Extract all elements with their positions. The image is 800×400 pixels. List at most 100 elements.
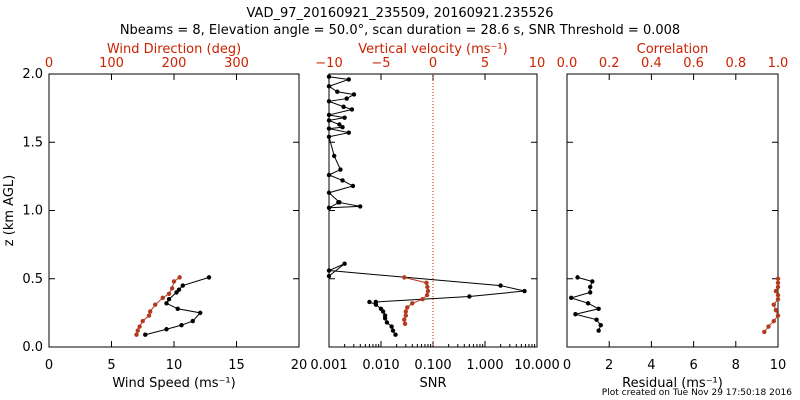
data-point [402, 275, 407, 280]
data-point [773, 288, 779, 294]
data-point [340, 125, 345, 130]
x2-tick-label: 1.0 [768, 56, 789, 71]
data-point [775, 292, 781, 298]
data-point [350, 183, 356, 189]
data-point [384, 320, 390, 325]
data-point [762, 329, 767, 335]
data-point [344, 96, 349, 101]
x-tick-label: 8 [732, 358, 740, 373]
x-tick-label: 0 [45, 358, 53, 373]
panel-title: Vertical velocity (ms⁻¹) [358, 42, 507, 57]
data-point [775, 276, 781, 281]
x-tick-label: 5 [107, 358, 115, 373]
data-point [326, 74, 332, 79]
x-tick-label: 10.000 [514, 358, 560, 373]
data-point [367, 299, 372, 305]
data-point [349, 107, 355, 112]
plot-frame [328, 73, 538, 348]
y-axis-label: z (km AGL) [2, 175, 17, 246]
data-point [351, 92, 357, 97]
data-point [342, 261, 347, 266]
data-point [326, 205, 332, 210]
data-point [402, 321, 408, 326]
data-point [341, 104, 346, 109]
data-point [346, 130, 351, 135]
x2-tick-label: 0.8 [725, 56, 746, 71]
data-point [590, 279, 595, 284]
data-point [575, 275, 580, 280]
data-point [775, 297, 781, 302]
x-axis-label: Residual (ms⁻¹) [622, 376, 723, 391]
data-point [588, 284, 593, 290]
data-point [771, 302, 776, 307]
x-tick-label: 20 [291, 358, 308, 373]
x2-tick-label: 0.0 [557, 56, 578, 71]
data-point [326, 268, 332, 273]
data-point [390, 328, 396, 333]
x-axis-label: SNR [419, 376, 446, 391]
plot-frame [566, 73, 779, 348]
panel-correlation-residual: 0 2 4 6 8 10 Residual (ms⁻¹) 0.0 0.2 0.4 0.6 0.8 1.0… [557, 42, 789, 391]
data-point [169, 286, 175, 291]
x-tick-label: 1.000 [466, 358, 503, 373]
data-point [598, 322, 603, 328]
y-tick-label: 1.0 [22, 204, 43, 219]
data-point [373, 302, 379, 307]
data-point [380, 309, 386, 314]
data-point [403, 309, 409, 314]
data-point [326, 118, 332, 123]
data-point [588, 290, 593, 295]
data-point [467, 294, 472, 299]
x-tick-label: 0.010 [362, 358, 399, 373]
data-point [389, 324, 394, 329]
data-point [425, 284, 430, 290]
data-point [326, 126, 332, 131]
data-point [393, 332, 398, 337]
x2-tick-label: 200 [162, 56, 187, 71]
data-point [338, 167, 343, 172]
x2-tick-label: 0.6 [683, 56, 704, 71]
data-point [405, 305, 410, 310]
data-point [358, 204, 363, 209]
data-point [326, 134, 332, 139]
x-tick-label: 0 [563, 358, 571, 373]
x-tick-label: 0.001 [310, 358, 347, 373]
data-point [336, 200, 341, 205]
data-point [340, 178, 345, 183]
data-point [326, 172, 332, 178]
data-point [573, 312, 578, 317]
data-point [424, 292, 430, 298]
data-point [326, 273, 332, 279]
x-tick-label: 6 [689, 358, 697, 373]
data-point [326, 99, 332, 104]
data-point [179, 322, 184, 328]
data-point [773, 307, 779, 313]
data-point [166, 297, 172, 302]
data-point [775, 280, 781, 286]
data-point [766, 324, 771, 329]
data-point [596, 306, 601, 311]
x2-tick-label: 10 [529, 56, 546, 71]
panel-title: Correlation [637, 42, 709, 57]
data-point [585, 301, 591, 306]
chart-title-line2: Nbeams = 8, Elevation angle = 50.0°, sca… [120, 23, 680, 38]
data-point [160, 295, 165, 301]
data-point [498, 283, 503, 288]
data-point [134, 332, 139, 337]
panel-vertical-velocity-snr: 0.001 0.010 0.100 1.000 10.000 SNR −10 −5 0 5 10 Ve… [310, 42, 559, 391]
x-tick-label: 0.100 [414, 358, 451, 373]
data-point [410, 301, 415, 306]
x-axis-label: Wind Speed (ms⁻¹) [112, 376, 235, 391]
data-point [402, 317, 407, 322]
panel-title: Wind Direction (deg) [107, 42, 241, 57]
data-point [190, 318, 195, 324]
plot-created-footer: Plot created on Tue Nov 29 17:50:18 2016 [602, 388, 792, 398]
x2-tick-label: −10 [315, 56, 342, 71]
data-point [522, 288, 527, 294]
data-point [775, 284, 781, 290]
data-point [424, 280, 429, 286]
x-tick-label: 4 [647, 358, 655, 373]
data-point [171, 279, 177, 284]
x-tick-label: 15 [228, 358, 245, 373]
